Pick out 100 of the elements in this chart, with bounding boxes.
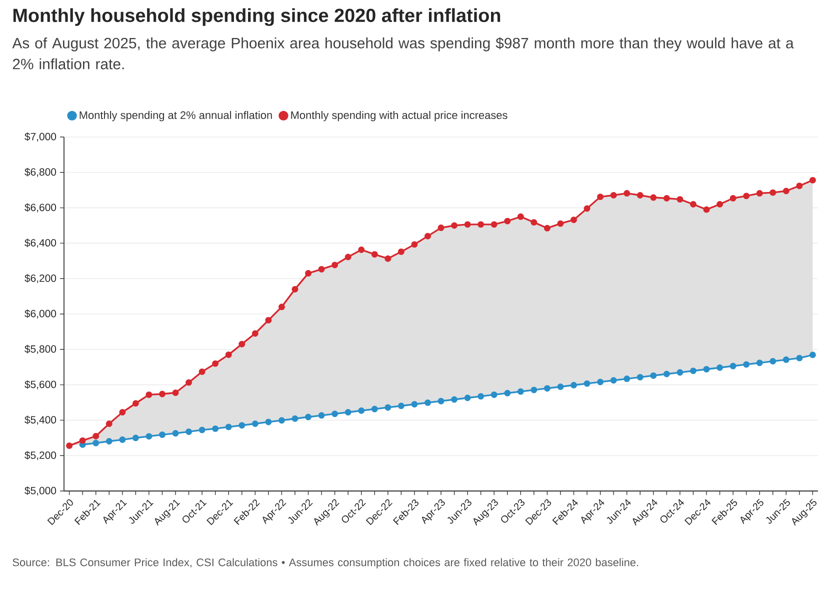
- point: [146, 433, 152, 440]
- point: [650, 372, 657, 379]
- point: [212, 360, 219, 367]
- point: [490, 391, 498, 398]
- point: [690, 201, 696, 208]
- point: [504, 390, 511, 396]
- point: [796, 182, 803, 190]
- point: [610, 192, 617, 198]
- point: [252, 330, 258, 337]
- y-tick-label: $5,200: [24, 451, 56, 460]
- point: [292, 415, 298, 422]
- y-tick-label: $5,000: [24, 486, 56, 496]
- y-tick-label: $6,000: [24, 309, 56, 319]
- point: [743, 192, 750, 200]
- point: [530, 219, 538, 226]
- point: [782, 356, 790, 363]
- point: [332, 262, 338, 268]
- point: [756, 190, 763, 197]
- point: [663, 370, 670, 378]
- point: [265, 316, 272, 324]
- point: [172, 390, 179, 396]
- point: [384, 255, 392, 262]
- point: [371, 251, 378, 258]
- point: [398, 248, 404, 255]
- point: [650, 194, 657, 201]
- point: [557, 384, 564, 390]
- point: [796, 354, 803, 362]
- point: [597, 378, 604, 386]
- point: [703, 206, 710, 213]
- point: [252, 420, 258, 427]
- point: [676, 196, 684, 203]
- y-tick-label: $5,600: [24, 380, 56, 390]
- point: [92, 432, 100, 440]
- point: [451, 222, 458, 229]
- y-tick-label: $6,800: [24, 168, 56, 177]
- point: [158, 390, 166, 398]
- point: [703, 366, 710, 372]
- point: [730, 362, 736, 370]
- chart-subtitle: As of August 2025, the average Phoenix area household was spending $987 month more than they would have at a 2% inflation rate.: [12, 37, 794, 70]
- point: [318, 412, 325, 419]
- point: [371, 406, 378, 412]
- point: [438, 224, 444, 232]
- point: [186, 428, 192, 435]
- point: [398, 402, 404, 410]
- point: [544, 224, 550, 232]
- point: [770, 189, 776, 196]
- point: [278, 304, 285, 310]
- point: [424, 232, 431, 240]
- point: [132, 434, 139, 442]
- point: [756, 360, 763, 366]
- point: [411, 401, 418, 408]
- point: [79, 437, 86, 444]
- point: [570, 216, 577, 224]
- point: [132, 400, 139, 407]
- point: [663, 195, 670, 202]
- point: [92, 440, 100, 446]
- legend-label: Monthly spending with actual price increases: [291, 110, 508, 122]
- point: [305, 270, 312, 277]
- point: [770, 358, 776, 364]
- point: [198, 426, 206, 434]
- point: [530, 386, 538, 394]
- point: [544, 385, 550, 392]
- point: [146, 391, 152, 398]
- y-tick-label: $6,200: [24, 274, 56, 284]
- point: [384, 404, 392, 411]
- point: [690, 368, 696, 374]
- point: [212, 425, 219, 432]
- point: [344, 408, 352, 416]
- point: [158, 431, 166, 438]
- point: [743, 361, 750, 368]
- point: [464, 394, 471, 402]
- y-tick-label: $5,400: [24, 416, 56, 425]
- point: [106, 438, 112, 444]
- point: [517, 388, 524, 395]
- point: [318, 266, 325, 272]
- point: [198, 368, 206, 375]
- point: [676, 369, 684, 376]
- point: [610, 377, 617, 384]
- point: [478, 221, 484, 228]
- point: [332, 410, 338, 418]
- point: [106, 420, 112, 427]
- y-tick-label: $6,600: [24, 203, 56, 212]
- point: [225, 351, 232, 358]
- point: [358, 246, 365, 253]
- source-note: Source: BLS Consumer Price Index, CSI Calculations • Assumes consumption choices are fixed relative to their 2020 baseline.: [12, 558, 638, 568]
- point: [464, 221, 471, 228]
- point: [584, 380, 590, 387]
- point: [344, 254, 352, 260]
- point: [238, 422, 246, 429]
- point: [517, 213, 524, 220]
- point: [119, 436, 126, 443]
- point: [119, 408, 126, 416]
- point: [424, 399, 431, 406]
- point: [411, 241, 418, 248]
- point: [730, 195, 736, 202]
- point: [636, 374, 644, 380]
- point: [597, 194, 604, 200]
- point: [624, 190, 630, 197]
- point: [186, 379, 192, 386]
- point: [490, 221, 498, 228]
